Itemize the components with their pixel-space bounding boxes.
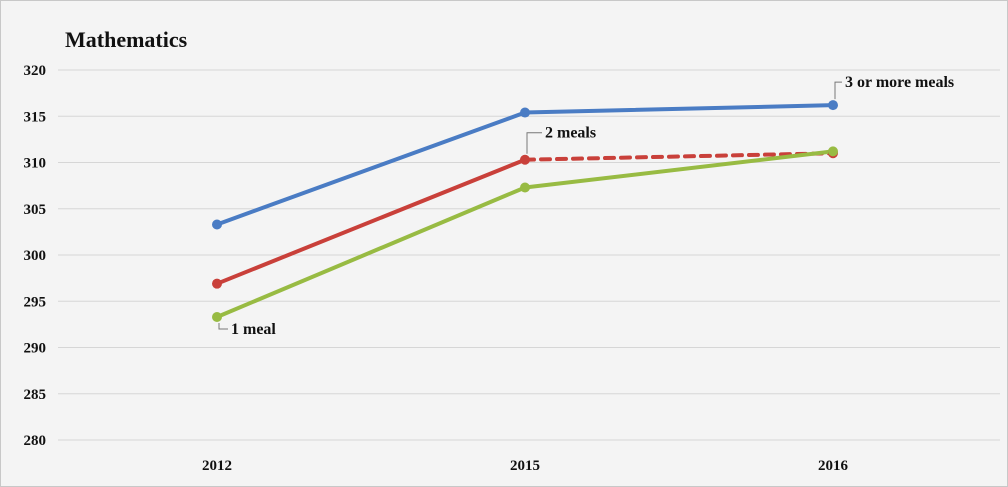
series-segment-3-or-more-meals-1 [523,103,835,115]
annotation-leader-3-or-more-meals [834,81,842,100]
data-point-3-or-more-meals-2015 [520,107,530,118]
annotation-label-1-meal: 1 meal [231,321,276,338]
annotation-leader-1-meal [218,322,228,330]
y-tick-label-315: 315 [24,109,47,125]
y-axis-ticks: 280 285 290 295 300 305 310 315 320 [24,63,47,449]
series-segment-1-meal-1 [523,149,835,190]
series-annotations: 3 or more meals 2 meals 1 meal [218,74,954,338]
series-segment-1-meal-0 [215,185,527,319]
data-point-3-or-more-meals-2012 [212,219,222,230]
series-lines [215,103,835,319]
y-tick-label-290: 290 [24,341,47,357]
x-tick-label-2015: 2015 [510,458,540,474]
series-segment-3-or-more-meals-0 [215,110,527,227]
grid [58,69,1000,441]
annotation-label-2-meals: 2 meals [545,125,596,142]
annotation-label-3-or-more-meals: 3 or more meals [845,74,954,91]
data-point-1-meal-2016 [828,146,838,157]
data-point-2-meals-2015 [520,154,530,165]
x-tick-label-2012: 2012 [202,458,232,474]
series-points [212,100,838,322]
y-tick-label-305: 305 [24,202,47,218]
x-tick-label-2016: 2016 [818,458,849,474]
y-tick-label-310: 310 [24,156,47,172]
series-segment-2-meals-1 [523,151,835,162]
y-tick-label-295: 295 [24,294,47,310]
x-axis-ticks: 2012 2015 2016 [202,458,849,474]
data-point-1-meal-2015 [520,182,530,193]
y-tick-label-320: 320 [24,63,47,79]
series-segment-2-meals-0 [215,157,527,286]
chart-title: Mathematics [65,27,188,52]
y-tick-label-285: 285 [24,387,47,403]
data-point-2-meals-2012 [212,278,222,289]
data-point-3-or-more-meals-2016 [828,100,838,111]
data-point-1-meal-2012 [212,311,222,322]
y-tick-label-300: 300 [24,248,47,264]
annotation-leader-2-meals [526,132,542,154]
y-tick-label-280: 280 [24,433,47,449]
